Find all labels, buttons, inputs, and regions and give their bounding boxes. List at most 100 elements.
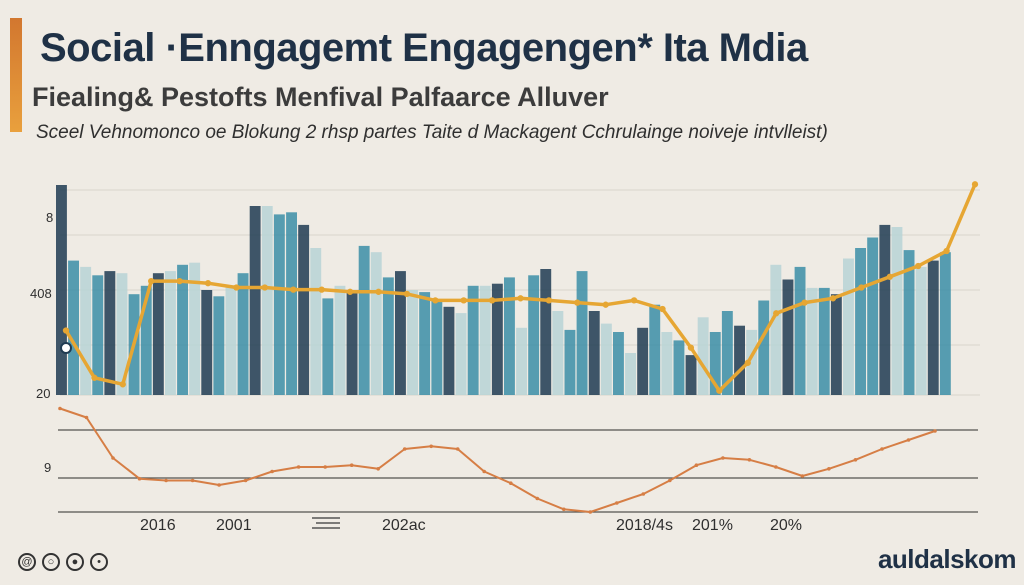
bar <box>80 266 92 395</box>
bar <box>843 258 854 395</box>
upper-series-point <box>290 286 297 293</box>
bar <box>455 313 467 395</box>
bar <box>721 311 733 395</box>
bar <box>600 323 612 395</box>
bar <box>576 271 588 395</box>
bar <box>152 273 164 395</box>
chart-bars <box>56 185 951 395</box>
upper-series-point <box>346 288 354 295</box>
bullet-icon: ● <box>66 553 84 571</box>
upper-series-point <box>630 297 638 304</box>
bar <box>504 277 515 395</box>
upper-series-point <box>148 277 155 285</box>
bar <box>334 285 346 395</box>
upper-series-point <box>176 277 183 285</box>
footer-icon-row: @ ○ ● • <box>18 553 108 571</box>
lower-series-point <box>323 465 328 469</box>
bar <box>709 332 721 395</box>
upper-series-point <box>744 359 751 366</box>
bar <box>855 248 866 395</box>
lower-series-point <box>243 478 248 483</box>
x-tick-label: 202ac <box>382 517 426 534</box>
lower-series-point <box>721 456 725 460</box>
lower-series-point <box>190 478 195 483</box>
upper-series-point <box>432 297 439 304</box>
y-tick-label: 408 <box>30 286 52 301</box>
dot-icon: • <box>90 553 108 571</box>
page-title: Social ·Enngagemt Engagengen* Ita Mdia <box>40 26 808 70</box>
bar <box>903 250 915 395</box>
bar <box>770 264 782 395</box>
upper-series-point <box>204 280 212 287</box>
bar <box>479 285 491 395</box>
bar <box>915 266 927 395</box>
upper-series-point <box>545 297 553 304</box>
upper-series-point <box>318 286 325 293</box>
lower-series-point <box>217 483 221 487</box>
bar <box>794 266 806 395</box>
bar <box>249 206 261 395</box>
y-tick-label: 8 <box>46 210 53 225</box>
bar <box>818 287 830 395</box>
bar <box>322 298 334 395</box>
bar <box>92 275 104 395</box>
bar <box>540 269 552 395</box>
bar <box>419 292 431 395</box>
bar <box>552 311 564 395</box>
x-tick-label: 20% <box>770 517 802 534</box>
upper-series-point <box>460 297 467 304</box>
bar <box>431 300 443 395</box>
upper-series-point <box>659 305 666 313</box>
bar <box>528 275 540 395</box>
series-start-marker <box>60 342 72 354</box>
bar <box>56 185 67 395</box>
lower-series-point <box>747 458 752 462</box>
lower-series-point <box>296 465 301 469</box>
axis-decoration-mark <box>312 517 340 529</box>
lower-series-point <box>933 429 937 433</box>
upper-series-point <box>915 262 922 270</box>
upper-series-point <box>91 374 98 381</box>
bar <box>346 290 358 395</box>
upper-series-point <box>801 299 808 306</box>
lower-series-point <box>111 456 115 460</box>
bar <box>927 260 939 395</box>
lower-series-point <box>827 467 831 471</box>
bar <box>673 340 685 395</box>
bar <box>382 277 394 395</box>
lower-series-point <box>482 469 487 474</box>
lower-series-point <box>429 444 434 449</box>
x-tick-label: 201% <box>692 517 733 534</box>
bar <box>734 325 745 395</box>
lower-series-point <box>641 492 646 496</box>
lower-series-point <box>853 458 858 462</box>
bar <box>746 329 758 395</box>
lower-series-point <box>588 510 593 514</box>
upper-series-point <box>687 344 695 351</box>
bar <box>140 285 152 395</box>
bar <box>358 245 370 395</box>
ring-icon: ○ <box>42 553 60 571</box>
upper-series-point <box>517 295 524 302</box>
upper-series-point <box>119 381 126 388</box>
spiral-icon: @ <box>18 553 36 571</box>
bar <box>225 285 237 395</box>
bar <box>806 287 818 395</box>
bar <box>758 300 770 395</box>
upper-series-point <box>829 295 837 302</box>
bar <box>516 327 527 395</box>
lower-series-point <box>668 478 672 483</box>
x-tick-label: 2001 <box>216 517 252 534</box>
bar <box>637 327 649 395</box>
bar <box>273 214 285 395</box>
bar <box>116 273 128 395</box>
x-tick-label: 2016 <box>140 517 176 534</box>
bar <box>177 264 188 395</box>
x-tick-label: 2018/4s <box>616 517 673 534</box>
y-tick-label: 9 <box>44 460 51 475</box>
bar <box>649 304 661 395</box>
upper-series-point <box>574 299 581 306</box>
lower-series-point <box>880 447 884 451</box>
lower-series-point <box>800 474 805 478</box>
lower-series-point <box>535 496 540 501</box>
